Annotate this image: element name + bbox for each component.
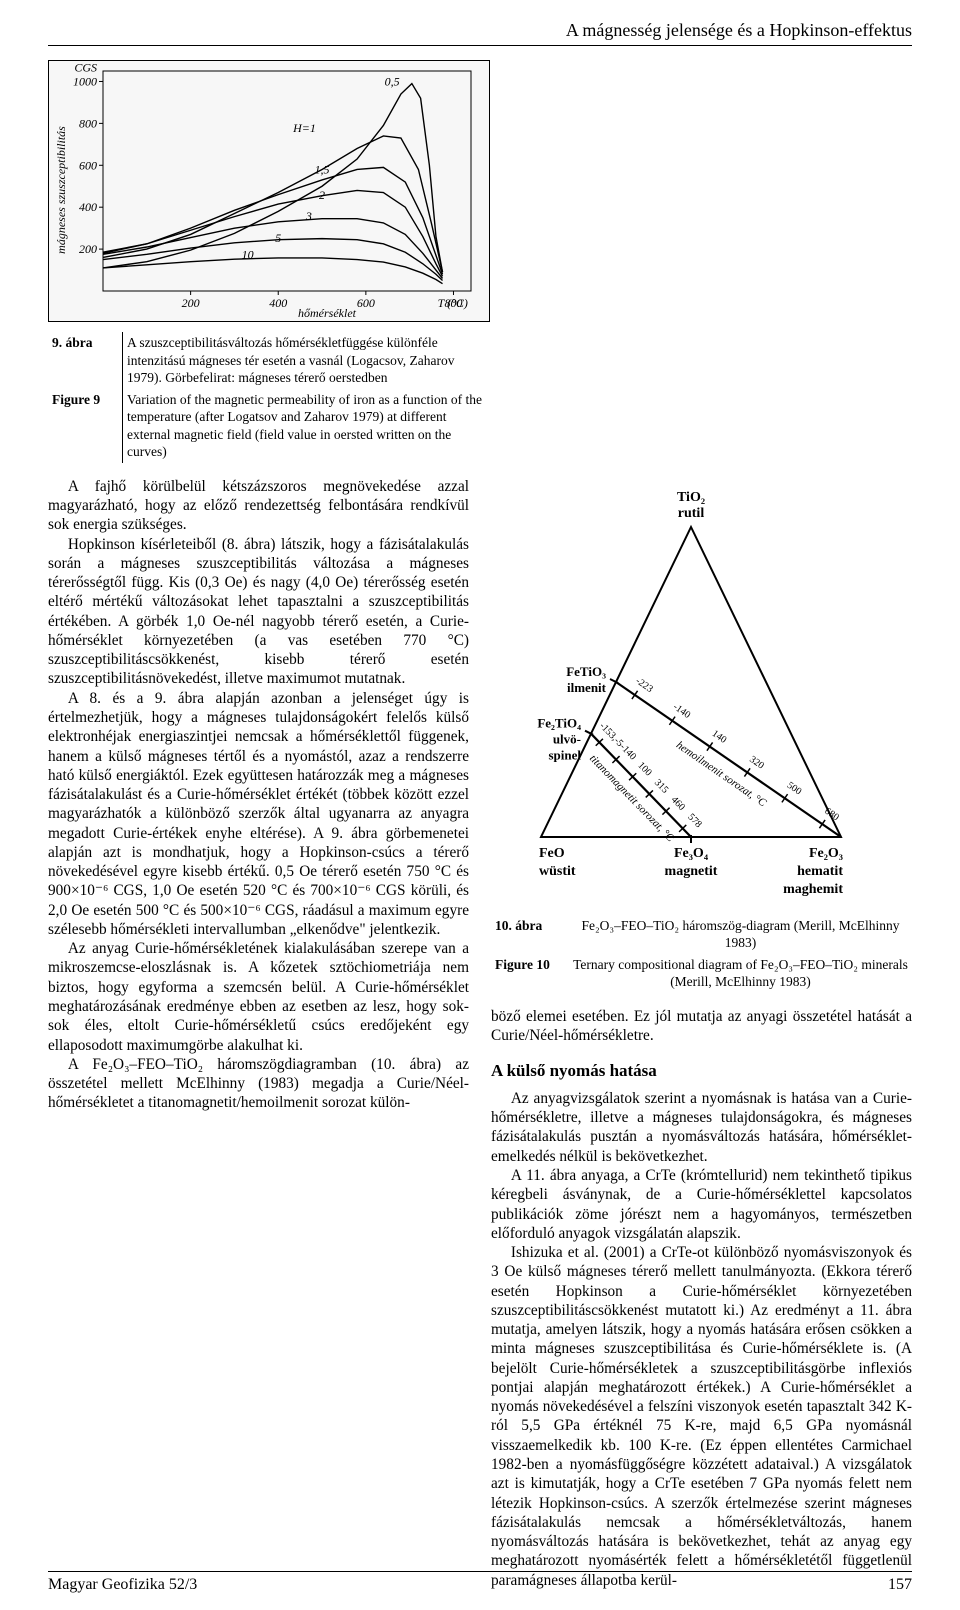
svg-text:hőmérséklet: hőmérséklet (298, 306, 357, 319)
figure-10-label-hu: 10. ábra (491, 915, 569, 954)
body-para: A 11. ábra anyaga, a CrTe (krómtellurid)… (491, 1166, 912, 1243)
svg-text:400: 400 (79, 200, 97, 214)
svg-text:1,5: 1,5 (315, 163, 330, 177)
svg-text:titanomagnetit sorozat, °C: titanomagnetit sorozat, °C (587, 752, 677, 844)
figure-10-diagram: TiO₂rutil FeO wüstit Fe₂O₃ hematit maghemit Fe… (491, 477, 912, 907)
svg-text:3: 3 (305, 209, 312, 223)
svg-text:10: 10 (242, 248, 254, 262)
footer-right: 157 (888, 1576, 912, 1594)
body-para: Ishizuka et al. (2001) a CrTe-ot különbö… (491, 1243, 912, 1590)
svg-text:600: 600 (79, 158, 97, 172)
svg-text:spinel: spinel (548, 748, 581, 763)
page-footer: Magyar Geofizika 52/3 157 (48, 1571, 912, 1594)
body-para: Az anyagvizsgálatok szerint a nyomásnak … (491, 1089, 912, 1166)
svg-text:600: 600 (357, 296, 375, 310)
svg-text:5: 5 (275, 231, 281, 245)
figure-9-label-en: Figure 9 (48, 389, 123, 463)
right-column: TiO₂rutil FeO wüstit Fe₂O₃ hematit maghemit Fe… (491, 477, 912, 1590)
figure-9-caption: 9. ábra A szuszceptibilitásváltozás hőmé… (48, 332, 488, 463)
running-title: A mágnesség jelensége és a Hopkinson-eff… (48, 20, 912, 41)
svg-text:rutil: rutil (678, 506, 705, 521)
header-rule (48, 45, 912, 46)
svg-text:hematit: hematit (797, 864, 843, 879)
body-para: A Fe₂O₃–FEO–TiO₂ háromszögdiagramban (10… (48, 1055, 469, 1113)
body-para: A 8. és a 9. ábra alapján azonban a jele… (48, 689, 469, 939)
svg-text:magnetit: magnetit (665, 864, 718, 879)
svg-text:Fe₂TiO₄: Fe₂TiO₄ (537, 716, 581, 731)
svg-text:200: 200 (79, 242, 97, 256)
svg-text:CGS: CGS (74, 61, 97, 74)
figure-10-caption: 10. ábra Fe₂O₃–FEO–TiO₂ háromszög-diagra… (491, 915, 912, 993)
body-para: Hopkinson kísérleteiből (8. ábra) látszi… (48, 535, 469, 689)
figure-9-label-hu: 9. ábra (48, 332, 123, 389)
body-para: A fajhő körülbelül kétszázszoros megnöve… (48, 477, 469, 535)
svg-text:ilmenit: ilmenit (567, 680, 607, 695)
figure-10-label-en: Figure 10 (491, 954, 569, 993)
footer-left: Magyar Geofizika 52/3 (48, 1576, 197, 1594)
svg-text:H=1: H=1 (292, 121, 316, 135)
svg-text:460: 460 (669, 794, 687, 812)
svg-text:100: 100 (635, 760, 653, 778)
figure-9-caption-hu: A szuszceptibilitásváltozás hőmérsékletf… (123, 332, 489, 389)
figure-10-caption-en: Ternary compositional diagram of Fe₂O₃–F… (569, 954, 912, 993)
svg-text:mágneses szuszceptibilitás: mágneses szuszceptibilitás (54, 126, 68, 254)
figure-9-caption-en: Variation of the magnetic permeability o… (123, 389, 489, 463)
svg-text:Fe₃O₄: Fe₃O₄ (674, 846, 709, 861)
svg-text:578: 578 (685, 812, 703, 830)
body-para: böző elemei esetében. Ez jól mutatja az … (491, 1007, 912, 1046)
figure-10-caption-hu: Fe₂O₃–FEO–TiO₂ háromszög-diagram (Merill… (569, 915, 912, 954)
svg-text:1000: 1000 (73, 74, 97, 88)
svg-text:hemoilmenit sorozat, °C: hemoilmenit sorozat, °C (674, 739, 769, 810)
svg-text:315: 315 (652, 777, 670, 795)
left-column: A fajhő körülbelül kétszázszoros megnöve… (48, 477, 469, 1590)
svg-text:maghemit: maghemit (783, 882, 843, 897)
svg-text:T (°C): T (°C) (438, 296, 468, 310)
svg-text:TiO₂: TiO₂ (677, 490, 705, 505)
svg-text:200: 200 (182, 296, 200, 310)
svg-text:FeTiO₃: FeTiO₃ (566, 664, 606, 679)
svg-text:0,5: 0,5 (385, 75, 400, 89)
svg-text:800: 800 (79, 116, 97, 130)
svg-text:400: 400 (269, 296, 287, 310)
svg-text:ulvö-: ulvö- (553, 732, 581, 747)
svg-text:Fe₂O₃: Fe₂O₃ (809, 846, 843, 861)
svg-text:wüstit: wüstit (539, 864, 576, 879)
section-heading: A külső nyomás hatása (491, 1060, 912, 1081)
svg-text:FeO: FeO (539, 846, 565, 861)
figure-9-chart: 2004006008001000CGS200400600800T (°C)mág… (48, 60, 490, 322)
svg-text:2: 2 (319, 188, 325, 202)
body-para: Az anyag Curie-hőmérsékletének kialakulá… (48, 939, 469, 1055)
